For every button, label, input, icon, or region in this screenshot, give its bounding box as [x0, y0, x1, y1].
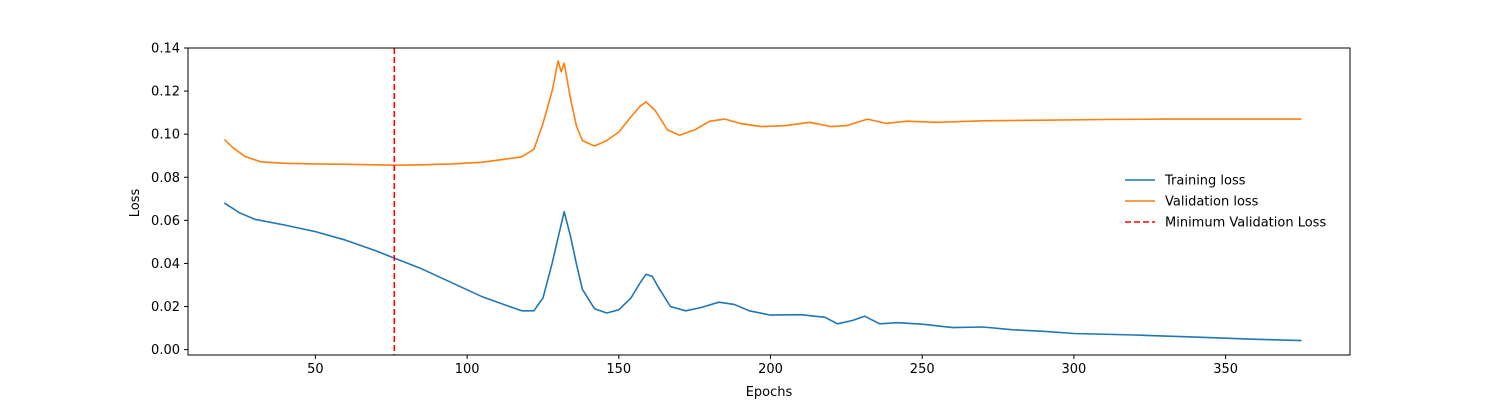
legend-label: Validation loss: [1165, 195, 1259, 210]
legend-label: Minimum Validation Loss: [1165, 216, 1326, 231]
x-tick-label: 250: [910, 362, 935, 377]
legend: Training loss Validation loss Minimum Vali…: [1125, 174, 1326, 231]
y-tick-label: 0.00: [151, 343, 180, 358]
series-line-training-loss: [223, 202, 1302, 342]
x-tick-label: 50: [307, 362, 324, 377]
y-tick-label: 0.12: [151, 85, 180, 100]
x-tick-label: 350: [1213, 362, 1238, 377]
x-axis-ticks: 50 100 150 200 250 300 350: [307, 355, 1238, 377]
y-tick-label: 0.02: [151, 300, 180, 315]
y-axis-ticks: 0.00 0.02 0.04 0.06 0.08 0.10 0.12 0.14: [151, 42, 188, 358]
series-line-validation-loss: [223, 60, 1302, 166]
plot-frame: [187, 47, 1351, 356]
y-tick-label: 0.06: [151, 214, 180, 229]
y-tick-label: 0.04: [151, 257, 180, 272]
x-tick-label: 200: [758, 362, 783, 377]
y-tick-label: 0.14: [151, 42, 180, 57]
y-tick-label: 0.10: [151, 128, 180, 143]
x-tick-label: 150: [606, 362, 631, 377]
x-axis-label: Epochs: [746, 385, 793, 400]
y-axis-label: Loss: [128, 189, 143, 218]
x-tick-label: 300: [1061, 362, 1086, 377]
series-layer: [223, 48, 1302, 355]
x-tick-label: 100: [455, 362, 480, 377]
legend-label: Training loss: [1164, 174, 1246, 189]
y-tick-label: 0.08: [151, 171, 180, 186]
